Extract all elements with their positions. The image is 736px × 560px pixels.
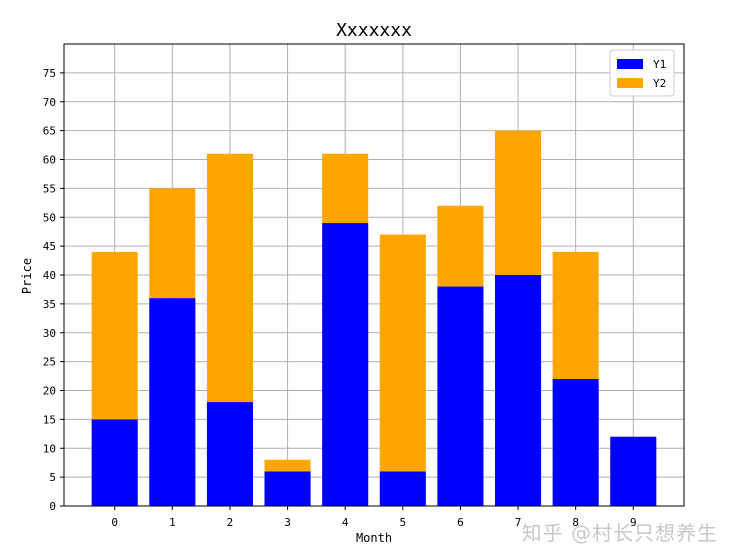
bar-y2-2 <box>206 153 253 403</box>
bar-y2-4 <box>322 153 369 224</box>
bar-y1-1 <box>149 298 196 506</box>
y-tick-label: 0 <box>49 500 56 513</box>
y-tick-label: 55 <box>43 182 56 195</box>
legend-label-y1: Y1 <box>653 58 666 71</box>
y-tick-label: 5 <box>49 471 56 484</box>
bar-y2-6 <box>437 205 484 287</box>
bar-y2-1 <box>149 188 196 299</box>
x-tick-label: 2 <box>227 516 234 529</box>
y-axis-ticks: 0 5 10 15 20 25 30 35 40 45 50 55 60 65 70 75 <box>43 67 64 513</box>
legend-label-y2: Y2 <box>653 77 666 90</box>
y-tick-label: 25 <box>43 356 56 369</box>
bars <box>91 130 657 506</box>
x-tick-label: 3 <box>284 516 291 529</box>
x-tick-label: 9 <box>630 516 637 529</box>
y-tick-label: 20 <box>43 385 56 398</box>
y-axis-label: Price <box>20 258 34 294</box>
y-tick-label: 30 <box>43 327 56 340</box>
x-tick-label: 6 <box>457 516 464 529</box>
bar-y1-2 <box>206 402 253 506</box>
x-tick-label: 5 <box>399 516 406 529</box>
legend-swatch-y2 <box>617 78 643 88</box>
x-tick-label: 7 <box>515 516 522 529</box>
y-tick-label: 50 <box>43 211 56 224</box>
y-tick-label: 35 <box>43 298 56 311</box>
bar-y1-0 <box>91 419 138 506</box>
bar-y2-3 <box>264 459 311 472</box>
x-tick-label: 1 <box>169 516 176 529</box>
bar-y2-7 <box>495 130 542 275</box>
y-tick-label: 75 <box>43 67 56 80</box>
chart-title: Xxxxxxx <box>336 20 412 41</box>
y-tick-label: 15 <box>43 413 56 426</box>
y-tick-label: 45 <box>43 240 56 253</box>
bar-y2-8 <box>552 251 599 379</box>
x-tick-label: 8 <box>572 516 579 529</box>
y-tick-label: 65 <box>43 125 56 138</box>
x-axis-ticks: 0 1 2 3 4 5 6 7 8 9 <box>111 506 637 529</box>
bar-y1-6 <box>437 286 484 506</box>
bar-y1-5 <box>379 471 426 506</box>
bar-y1-3 <box>264 471 311 506</box>
bar-y1-7 <box>495 275 542 506</box>
x-axis-label: Month <box>356 531 392 545</box>
y-tick-label: 40 <box>43 269 56 282</box>
bar-y2-5 <box>379 234 426 472</box>
y-tick-label: 60 <box>43 154 56 167</box>
x-tick-label: 0 <box>111 516 118 529</box>
bar-y1-8 <box>552 378 599 506</box>
bar-y1-9 <box>610 436 657 506</box>
y-tick-label: 10 <box>43 442 56 455</box>
x-tick-label: 4 <box>342 516 349 529</box>
bar-y1-4 <box>322 223 369 506</box>
y-tick-label: 70 <box>43 96 56 109</box>
watermark: 知乎 @村长只想养生 <box>521 521 718 545</box>
legend-swatch-y1 <box>617 59 643 69</box>
bar-y2-0 <box>91 251 138 420</box>
